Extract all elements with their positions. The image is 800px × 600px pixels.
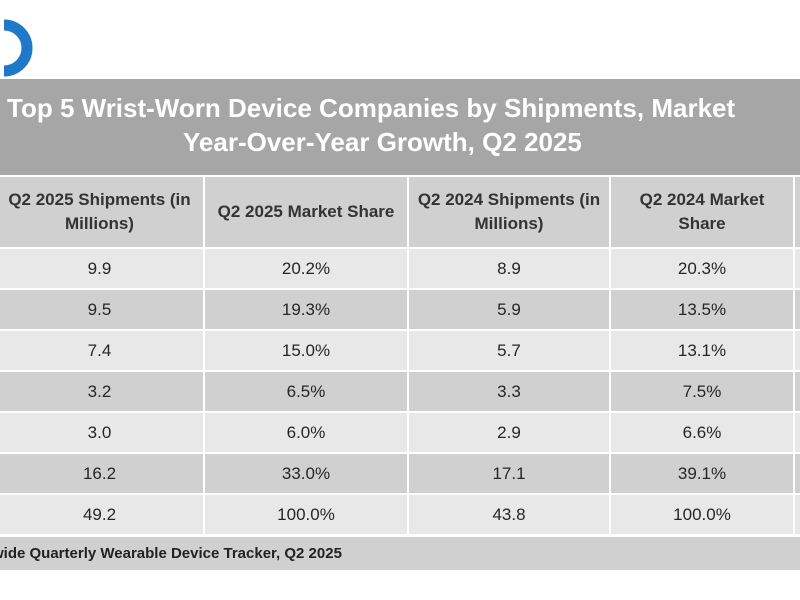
table-cell xyxy=(794,370,800,412)
table-cell: 33.0% xyxy=(204,452,409,494)
shipments-table: Q2 2025 Shipments (in Millions) Q2 2025 … xyxy=(0,177,800,534)
table-title: Top 5 Wrist-Worn Device Companies by Shi… xyxy=(0,79,800,175)
table-row: 7.4 15.0% 5.7 13.1% xyxy=(0,329,800,371)
table-cell: 6.0% xyxy=(204,411,409,453)
column-header-q2-2024-shipments: Q2 2024 Shipments (in Millions) xyxy=(408,177,611,248)
table-cell: 13.5% xyxy=(610,288,795,330)
table-header-row: Q2 2025 Shipments (in Millions) Q2 2025 … xyxy=(0,177,800,248)
column-header-q2-2025-shipments: Q2 2025 Shipments (in Millions) xyxy=(0,177,205,248)
table-row-total: 49.2 100.0% 43.8 100.0% xyxy=(0,493,800,534)
source-footer: wide Quarterly Wearable Device Tracker, … xyxy=(0,537,800,570)
table-row: 9.9 20.2% 8.9 20.3% xyxy=(0,247,800,289)
table-cell: 5.9 xyxy=(408,288,611,330)
table-cell: 5.7 xyxy=(408,329,611,371)
table-cell: 9.5 xyxy=(0,288,205,330)
table-cell xyxy=(794,288,800,330)
table-cell: 100.0% xyxy=(204,493,409,534)
table-cell: 39.1% xyxy=(610,452,795,494)
column-header-q2-2024-share: Q2 2024 Market Share xyxy=(610,177,795,248)
table-row: 16.2 33.0% 17.1 39.1% xyxy=(0,452,800,494)
table-cell: 3.0 xyxy=(0,411,205,453)
table-cell: 20.3% xyxy=(610,247,795,289)
column-header-q2-2025-share: Q2 2025 Market Share xyxy=(204,177,409,248)
table-cell xyxy=(794,452,800,494)
table-cell: 15.0% xyxy=(204,329,409,371)
table-cell xyxy=(794,411,800,453)
shipments-table-container: Q2 2025 Shipments (in Millions) Q2 2025 … xyxy=(0,177,800,535)
table-cell: 16.2 xyxy=(0,452,205,494)
table-cell: 6.6% xyxy=(610,411,795,453)
table-cell: 7.4 xyxy=(0,329,205,371)
table-row: 9.5 19.3% 5.9 13.5% xyxy=(0,288,800,330)
table-cell: 2.9 xyxy=(408,411,611,453)
table-cell: 19.3% xyxy=(204,288,409,330)
title-line-1: Top 5 Wrist-Worn Device Companies by Shi… xyxy=(7,93,736,123)
table-row: 3.2 6.5% 3.3 7.5% xyxy=(0,370,800,412)
table-cell: 43.8 xyxy=(408,493,611,534)
table-cell: 7.5% xyxy=(610,370,795,412)
table-cell: 100.0% xyxy=(610,493,795,534)
title-line-2: Year-Over-Year Growth, Q2 2025 xyxy=(183,127,582,157)
column-header-growth xyxy=(794,177,800,248)
table-cell: 8.9 xyxy=(408,247,611,289)
table-cell: 49.2 xyxy=(0,493,205,534)
table-cell: 9.9 xyxy=(0,247,205,289)
table-cell: 3.3 xyxy=(408,370,611,412)
table-cell xyxy=(794,329,800,371)
table-cell xyxy=(794,493,800,534)
table-cell: 13.1% xyxy=(610,329,795,371)
table-cell: 20.2% xyxy=(204,247,409,289)
table-cell: 6.5% xyxy=(204,370,409,412)
table-cell: 3.2 xyxy=(0,370,205,412)
table-cell xyxy=(794,247,800,289)
brand-logo-icon xyxy=(0,18,34,78)
table-row: 3.0 6.0% 2.9 6.6% xyxy=(0,411,800,453)
table-cell: 17.1 xyxy=(408,452,611,494)
source-note: wide Quarterly Wearable Device Tracker, … xyxy=(0,545,342,562)
